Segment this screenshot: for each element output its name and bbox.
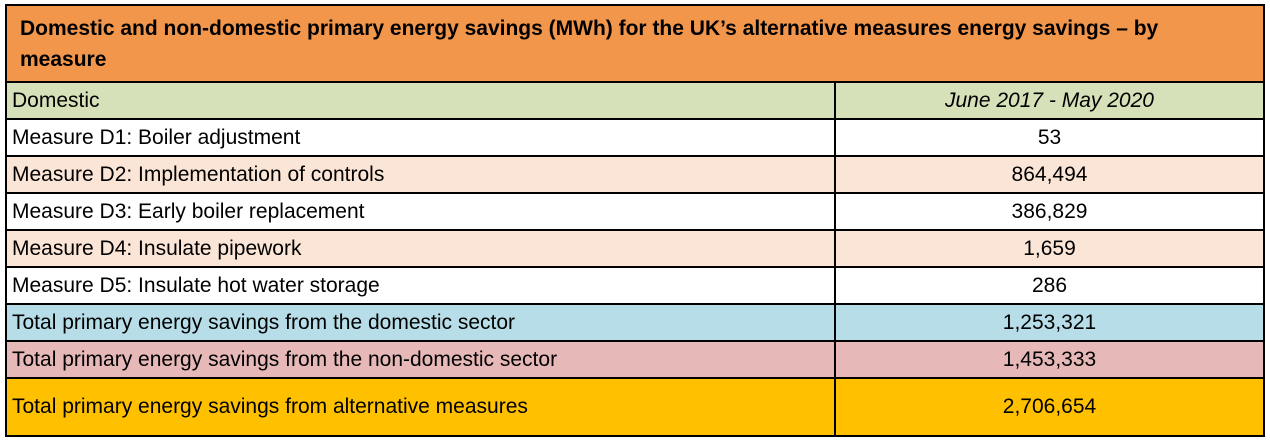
section-header-cell: Domestic (7, 83, 836, 118)
table-title: Domestic and non-domestic primary energy… (7, 6, 1263, 83)
energy-savings-table: Domestic and non-domestic primary energy… (5, 4, 1265, 437)
total-value-cell: 2,706,654 (1002, 395, 1097, 418)
measure-value-cell: 286 (1031, 273, 1068, 297)
table-row: Measure D1: Boiler adjustment 53 (7, 120, 1263, 157)
table-row: Measure D4: Insulate pipework 1,659 (7, 231, 1263, 268)
table-row: Measure D3: Early boiler replacement 386… (7, 194, 1263, 231)
measure-label-cell: Measure D4: Insulate pipework (7, 231, 836, 266)
measure-label-cell: Measure D5: Insulate hot water storage (7, 268, 836, 303)
measure-label-cell: Measure D1: Boiler adjustment (7, 120, 836, 155)
total-value-cell: 1,453,333 (1002, 347, 1097, 371)
total-domestic-row: Total primary energy savings from the do… (7, 305, 1263, 342)
table-row: Measure D5: Insulate hot water storage 2… (7, 268, 1263, 305)
table-header-row: Domestic June 2017 - May 2020 (7, 83, 1263, 120)
total-label-cell: Total primary energy savings from altern… (7, 379, 836, 435)
measure-value-cell: 864,494 (1011, 162, 1088, 186)
total-label-cell: Total primary energy savings from the do… (7, 305, 836, 340)
total-label-cell: Total primary energy savings from the no… (7, 342, 836, 377)
table-row: Measure D2: Implementation of controls 8… (7, 157, 1263, 194)
measure-value-cell: 386,829 (1011, 199, 1088, 223)
measure-value-cell: 1,659 (1023, 236, 1076, 260)
measure-label-cell: Measure D2: Implementation of controls (7, 157, 836, 192)
measure-value-cell: 53 (1037, 125, 1062, 149)
total-alternative-row: Total primary energy savings from altern… (7, 379, 1263, 435)
total-value-cell: 1,253,321 (1002, 310, 1097, 334)
measure-label-cell: Measure D3: Early boiler replacement (7, 194, 836, 229)
period-header-cell: June 2017 - May 2020 (836, 83, 1263, 118)
total-nondomestic-row: Total primary energy savings from the no… (7, 342, 1263, 379)
